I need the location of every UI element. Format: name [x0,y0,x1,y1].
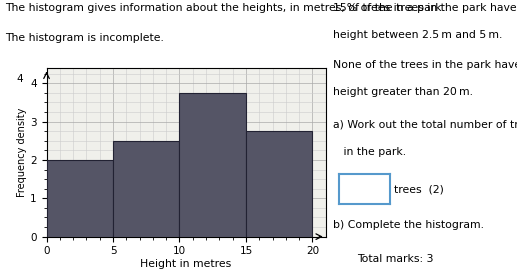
Text: 15% of the trees in the park have a: 15% of the trees in the park have a [333,3,517,13]
Text: height between 2.5 m and 5 m.: height between 2.5 m and 5 m. [333,30,503,40]
Text: 4: 4 [16,75,23,85]
Text: The histogram is incomplete.: The histogram is incomplete. [5,33,164,43]
Bar [113,141,179,237]
Y-axis label: Frequency density: Frequency density [18,108,27,197]
Bar [246,131,312,237]
Text: The histogram gives information about the heights, in metres, of trees in a park: The histogram gives information about th… [5,3,445,13]
Text: a) Work out the total number of trees: a) Work out the total number of trees [333,120,517,130]
Text: None of the trees in the park have a: None of the trees in the park have a [333,60,517,70]
Bar [47,160,113,237]
Text: in the park.: in the park. [333,147,406,157]
Text: Total marks: 3: Total marks: 3 [357,254,433,264]
Text: b) Complete the histogram.          (1): b) Complete the histogram. (1) [333,220,517,230]
Bar [179,93,246,237]
Text: height greater than 20 m.: height greater than 20 m. [333,87,474,97]
X-axis label: Height in metres: Height in metres [141,259,232,269]
Text: trees  (2): trees (2) [394,184,444,194]
